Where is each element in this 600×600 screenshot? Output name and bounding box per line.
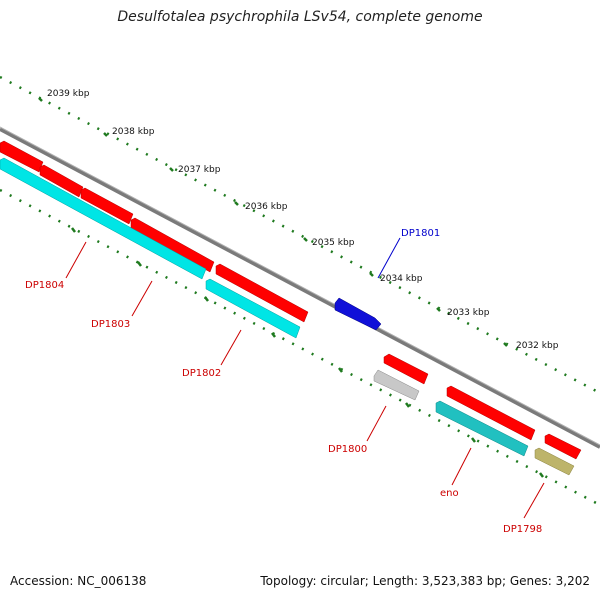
- leader-dp1801: [377, 237, 401, 279]
- inner-tick: [539, 472, 544, 478]
- leader-dp1804: [65, 241, 87, 279]
- other-feature-dp1798[interactable]: [534, 447, 575, 476]
- inner-tick: [271, 332, 276, 338]
- outer-tick: [38, 97, 43, 102]
- map-title: Desulfotalea psychrophila LSv54, complet…: [117, 9, 483, 25]
- inner-tick: [204, 296, 209, 302]
- scale-label: 2038 kbp: [112, 127, 155, 137]
- leader-eno: [451, 447, 472, 486]
- gene-arrow-dp1798[interactable]: [544, 433, 582, 460]
- gene-label-eno[interactable]: eno: [440, 488, 459, 499]
- forward-feature-track: [0, 140, 382, 331]
- leader-dp1803: [131, 280, 153, 317]
- gene-label-dp1801[interactable]: DP1801: [401, 228, 440, 239]
- gene-label-dp1802[interactable]: DP1802: [182, 368, 221, 379]
- rna-feature-eno[interactable]: [435, 400, 529, 457]
- inner-major-ticks: [71, 227, 544, 478]
- genome-summary-text: Topology: circular; Length: 3,523,383 bp…: [260, 574, 590, 588]
- genome-backbone-highlight: [0, 126, 600, 446]
- gene-arrow-dp1800[interactable]: [383, 353, 429, 385]
- scale-label: 2035 kbp: [312, 238, 355, 248]
- gene-arrow-dp1802a[interactable]: [130, 217, 215, 273]
- outer-scale-track: [0, 75, 600, 395]
- gene-arrow-dp1803[interactable]: [80, 187, 134, 225]
- gene-label-dp1800[interactable]: DP1800: [328, 444, 367, 455]
- leader-dp1802: [220, 329, 242, 366]
- inner-tick: [338, 367, 343, 373]
- label-leaders: [65, 237, 545, 519]
- outer-tick: [503, 342, 508, 347]
- outer-major-ticks: [38, 97, 508, 347]
- inner-tick: [405, 402, 410, 408]
- gene-label-dp1803[interactable]: DP1803: [91, 319, 130, 330]
- leader-dp1800: [366, 405, 387, 442]
- gene-label-dp1798[interactable]: DP1798: [503, 524, 542, 535]
- outer-tick: [169, 167, 174, 172]
- gene-arrow-dp1801[interactable]: [334, 297, 382, 331]
- inner-tick: [137, 261, 142, 267]
- scale-label: 2039 kbp: [47, 89, 90, 99]
- accession-text: Accession: NC_006138: [10, 574, 147, 588]
- pseudo-feature-dp1800[interactable]: [373, 369, 420, 401]
- scale-label: 2037 kbp: [178, 165, 221, 175]
- gene-arrow-dp1802[interactable]: [215, 263, 309, 323]
- rna-feature[interactable]: [205, 278, 301, 339]
- outer-tick: [369, 272, 374, 277]
- rna-feature-track: [0, 157, 301, 339]
- outer-tick: [303, 237, 308, 242]
- scale-label: 2034 kbp: [380, 274, 423, 284]
- reverse-feature-track: [373, 353, 582, 476]
- scale-label: 2036 kbp: [245, 202, 288, 212]
- inner-tick: [471, 437, 476, 443]
- rna-feature[interactable]: [0, 157, 207, 280]
- gene-label-dp1804[interactable]: DP1804: [25, 280, 64, 291]
- inner-tick: [71, 227, 76, 233]
- outer-tick: [103, 132, 108, 137]
- scale-label: 2032 kbp: [516, 341, 559, 351]
- genome-backbone: [0, 127, 600, 449]
- outer-tick: [234, 201, 239, 206]
- leader-dp1798: [523, 482, 545, 519]
- inner-scale-track: [0, 188, 600, 507]
- gene-arrow-eno[interactable]: [446, 385, 536, 441]
- scale-label: 2033 kbp: [447, 308, 490, 318]
- outer-tick: [436, 307, 441, 312]
